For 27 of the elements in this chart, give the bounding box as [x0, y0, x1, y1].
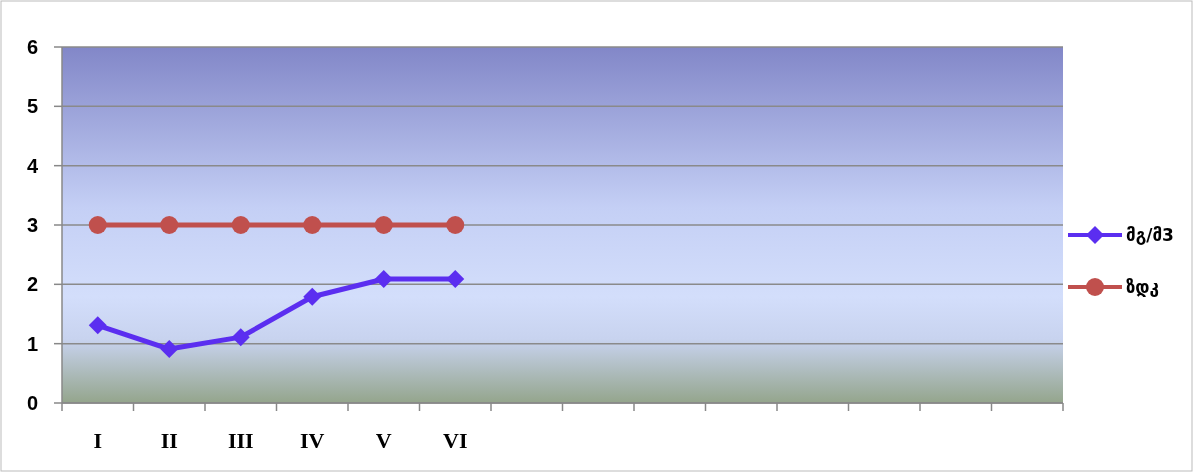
- legend-label: ზდკ: [1126, 276, 1159, 297]
- point: [374, 269, 393, 288]
- y-tick-label: 0: [26, 392, 38, 414]
- point: [446, 216, 465, 234]
- x-tick-label: III: [227, 428, 254, 453]
- point: [374, 216, 393, 234]
- point: [303, 287, 322, 306]
- x-tick-label: V: [375, 428, 392, 453]
- point: [231, 328, 250, 347]
- x-tick-label: VI: [443, 428, 468, 453]
- point: [303, 216, 322, 234]
- point: [446, 269, 465, 288]
- x-tick-label: IV: [300, 428, 325, 453]
- point: [160, 340, 179, 359]
- legend-label: მგ/მ3: [1126, 224, 1174, 245]
- y-tick-label: 4: [26, 154, 39, 177]
- y-tick-label: 3: [26, 214, 38, 236]
- point: [88, 316, 107, 335]
- x-tick-label: I: [93, 428, 103, 453]
- point: [88, 216, 107, 234]
- y-tick-label: 5: [26, 95, 38, 118]
- x-tick-label: II: [160, 428, 178, 453]
- y-tick-label: 6: [26, 36, 38, 58]
- y-tick-label: 1: [26, 332, 38, 355]
- point: [160, 216, 179, 234]
- y-tick-label: 2: [26, 273, 38, 296]
- point: [231, 216, 250, 234]
